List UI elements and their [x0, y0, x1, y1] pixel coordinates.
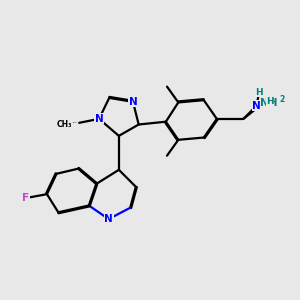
Text: F: F [22, 193, 29, 203]
Text: H: H [266, 98, 274, 106]
Text: N: N [129, 97, 137, 107]
Text: N: N [95, 114, 103, 124]
Text: NH: NH [260, 98, 278, 108]
Text: N: N [252, 101, 261, 111]
Text: N: N [104, 214, 113, 224]
Text: methyl: methyl [73, 122, 77, 123]
Text: CH₃: CH₃ [56, 120, 72, 129]
Text: H: H [255, 88, 262, 97]
Text: 2: 2 [279, 95, 284, 104]
